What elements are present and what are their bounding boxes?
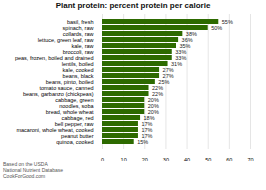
svg-text:20%: 20% — [148, 109, 159, 115]
svg-text:cabbage, green: cabbage, green — [55, 96, 94, 103]
svg-text:noodles, soba: noodles, soba — [59, 102, 94, 109]
svg-text:15%: 15% — [137, 139, 148, 145]
svg-text:spinach, raw: spinach, raw — [62, 24, 94, 31]
svg-text:lettuce, green leaf, raw: lettuce, green leaf, raw — [37, 36, 94, 43]
svg-text:17%: 17% — [141, 127, 152, 133]
svg-text:22%: 22% — [152, 85, 163, 91]
svg-text:20: 20 — [142, 157, 148, 161]
svg-text:38%: 38% — [186, 31, 197, 37]
svg-text:18%: 18% — [144, 115, 155, 121]
svg-text:33%: 33% — [175, 55, 186, 61]
svg-text:tomato sauce, canned: tomato sauce, canned — [39, 84, 94, 91]
svg-text:beans, garbanzo (chickpeas): beans, garbanzo (chickpeas) — [22, 90, 94, 97]
svg-text:20%: 20% — [148, 103, 159, 109]
svg-text:basil, fresh: basil, fresh — [66, 18, 94, 25]
svg-text:31%: 31% — [171, 61, 182, 67]
svg-text:quinoa, cooked: quinoa, cooked — [56, 139, 93, 145]
svg-text:30: 30 — [163, 157, 169, 161]
svg-text:22%: 22% — [152, 91, 163, 97]
svg-text:cabbage, red: cabbage, red — [61, 114, 94, 121]
svg-text:60: 60 — [226, 157, 232, 161]
svg-text:kale, raw: kale, raw — [71, 42, 94, 49]
svg-text:70: 70 — [247, 157, 253, 161]
html-text:Based on the USDA National Nut: Based on the USDA National Nutrient Data… — [3, 161, 63, 179]
svg-text:bread, whole wheat: bread, whole wheat — [45, 108, 94, 115]
svg-text:17%: 17% — [141, 121, 152, 127]
svg-text:35%: 35% — [180, 43, 191, 49]
svg-text:kale, cooked: kale, cooked — [62, 66, 94, 73]
svg-text:10: 10 — [121, 157, 127, 161]
svg-text:55%: 55% — [222, 19, 233, 25]
svg-text:macaroni, whole wheat, cooked: macaroni, whole wheat, cooked — [16, 126, 94, 133]
svg-text:40: 40 — [184, 157, 190, 161]
svg-text:50%: 50% — [211, 25, 222, 31]
svg-text:peanut butter: peanut butter — [61, 132, 94, 139]
svg-text:25%: 25% — [158, 79, 169, 85]
svg-text:bell pepper, raw: bell pepper, raw — [54, 120, 94, 127]
svg-text:beans, pinto, boiled: beans, pinto, boiled — [45, 78, 94, 85]
svg-text:27%: 27% — [163, 73, 174, 79]
svg-text:20%: 20% — [148, 97, 159, 103]
svg-text:0: 0 — [101, 157, 104, 161]
html-text:Plant protein: percent protein: Plant protein: percent protein per calor… — [55, 1, 211, 10]
svg-text:17%: 17% — [141, 133, 152, 139]
svg-text:collards, raw: collards, raw — [62, 30, 94, 37]
svg-text:broccoli, raw: broccoli, raw — [62, 48, 94, 55]
svg-text:peas, frozen, boiled and drain: peas, frozen, boiled and drained — [14, 54, 94, 61]
svg-text:50: 50 — [205, 157, 211, 161]
svg-text:beans, black: beans, black — [62, 72, 94, 79]
svg-text:36%: 36% — [182, 37, 193, 43]
svg-text:27%: 27% — [163, 67, 174, 73]
svg-text:33%: 33% — [175, 49, 186, 55]
svg-text:lentils, boiled: lentils, boiled — [61, 60, 94, 67]
